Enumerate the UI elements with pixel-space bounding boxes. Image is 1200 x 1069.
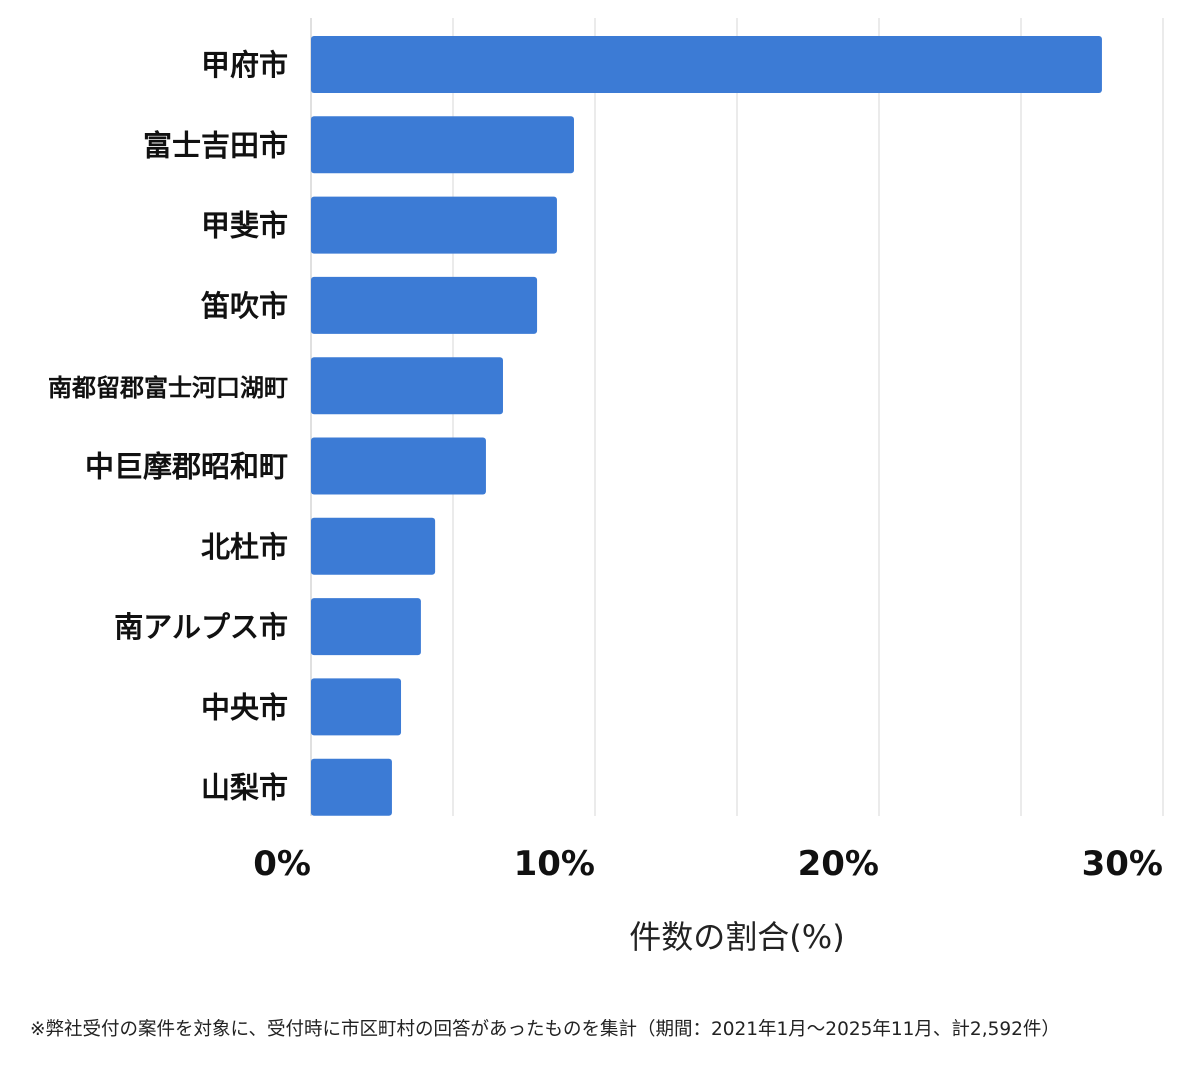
bar — [311, 437, 486, 495]
category-labels: 甲府市富士吉田市甲斐市笛吹市南都留郡富士河口湖町中巨摩郡昭和町北杜市南アルプス市… — [48, 48, 288, 805]
bar — [311, 357, 503, 415]
category-label: 中央市 — [201, 690, 288, 724]
x-tick-label: 30% — [1082, 844, 1163, 884]
category-label: 南都留郡富士河口湖町 — [48, 374, 288, 402]
category-label: 甲府市 — [201, 48, 288, 82]
x-axis-label: 件数の割合(%) — [629, 918, 844, 956]
category-label: 富士吉田市 — [143, 128, 288, 162]
category-label: 中巨摩郡昭和町 — [85, 450, 288, 484]
x-tick-label: 0% — [253, 844, 311, 884]
x-tick-label: 10% — [514, 844, 595, 884]
category-label: 山梨市 — [201, 771, 288, 805]
bar — [311, 276, 538, 334]
bar — [311, 116, 574, 174]
bar — [311, 196, 557, 254]
bar-chart: 甲府市富士吉田市甲斐市笛吹市南都留郡富士河口湖町中巨摩郡昭和町北杜市南アルプス市… — [48, 18, 1164, 956]
bars — [311, 36, 1102, 816]
x-tick-label: 20% — [798, 844, 879, 884]
x-tick-labels: 0% 10% 20% 30% — [253, 844, 1163, 884]
category-label: 北杜市 — [201, 530, 288, 564]
category-label: 甲斐市 — [201, 209, 288, 243]
bar — [311, 517, 436, 575]
bar — [311, 678, 402, 736]
category-label: 南アルプス市 — [114, 610, 288, 644]
bar — [311, 598, 421, 656]
footnote: ※弊社受付の案件を対象に、受付時に市区町村の回答があったものを集計（期間：202… — [30, 1019, 1060, 1040]
bar — [311, 758, 392, 816]
bar — [311, 36, 1102, 93]
category-label: 笛吹市 — [200, 289, 288, 323]
